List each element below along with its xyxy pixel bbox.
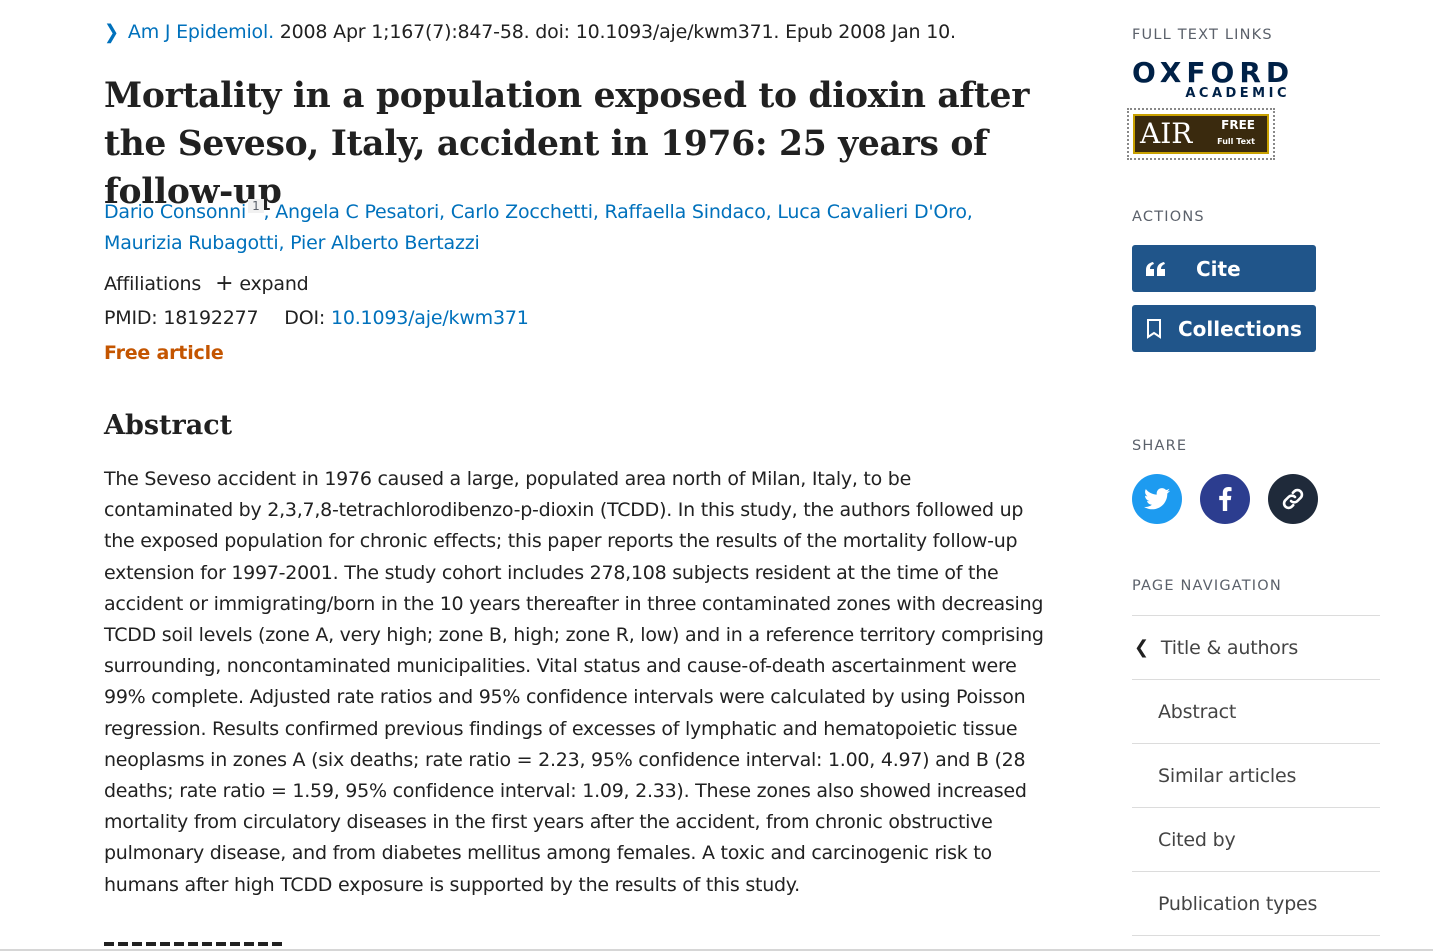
- actions-label: ACTIONS: [1132, 209, 1205, 225]
- author-link[interactable]: Dario Consonni: [104, 201, 247, 223]
- page-navigation-label: PAGE NAVIGATION: [1132, 578, 1282, 594]
- author-link[interactable]: Carlo Zocchetti: [450, 201, 593, 223]
- cite-button[interactable]: Cite: [1132, 245, 1316, 292]
- nav-item-publication-types[interactable]: Publication types: [1132, 871, 1380, 935]
- expand-button[interactable]: expand: [239, 273, 309, 295]
- nav-item-label: Similar articles: [1158, 764, 1297, 787]
- affiliations-row: Affiliations + expand: [104, 271, 309, 296]
- air-free-label: FREE: [1221, 118, 1255, 132]
- abstract-heading: Abstract: [104, 410, 233, 441]
- identifiers-row: PMID: 18192277 DOI: 10.1093/aje/kwm371: [104, 307, 529, 329]
- nav-item-label: Title & authors: [1160, 636, 1299, 659]
- academic-logo-text: ACADEMIC: [1185, 86, 1290, 101]
- author-link[interactable]: Maurizia Rubagotti: [104, 232, 279, 254]
- page-navigation: ❮ Title & authors Abstract Similar artic…: [1132, 615, 1380, 936]
- nav-item-label: Abstract: [1158, 700, 1237, 723]
- facebook-icon[interactable]: [1200, 474, 1250, 524]
- air-free-full-text-link[interactable]: AIR FREE Full Text: [1127, 108, 1275, 160]
- nav-item-label: Publication types: [1158, 892, 1318, 915]
- pmid-value: 18192277: [163, 307, 259, 329]
- affiliations-label: Affiliations: [104, 273, 202, 295]
- nav-item-title-authors[interactable]: ❮ Title & authors: [1132, 615, 1380, 679]
- link-icon[interactable]: [1268, 474, 1318, 524]
- authors-list: Dario Consonni 1, Angela C Pesatori, Carl…: [104, 199, 973, 254]
- citation-line: ❯ Am J Epidemiol. 2008 Apr 1;167(7):847-5…: [104, 20, 956, 45]
- chevron-left-icon: ❮: [1134, 637, 1149, 658]
- air-logo: AIR: [1140, 117, 1193, 150]
- share-buttons: [1132, 474, 1318, 524]
- oxford-logo-text: OXFORD: [1132, 56, 1295, 89]
- chevron-right-icon[interactable]: ❯: [104, 20, 119, 45]
- next-section-heading-cropped: [104, 938, 284, 952]
- abstract-text: The Seveso accident in 1976 caused a lar…: [104, 468, 1044, 896]
- journal-link[interactable]: Am J Epidemiol.: [127, 21, 274, 43]
- page-bottom-divider: [0, 949, 1433, 951]
- collections-button[interactable]: Collections: [1132, 305, 1316, 352]
- bookmark-icon: [1146, 318, 1172, 339]
- nav-item-abstract[interactable]: Abstract: [1132, 679, 1380, 743]
- author-link[interactable]: Raffaella Sindaco: [604, 201, 766, 223]
- author-link[interactable]: Luca Cavalieri D'Oro: [777, 201, 967, 223]
- oxford-academic-link[interactable]: OXFORD ACADEMIC: [1132, 56, 1295, 102]
- air-full-text-label: Full Text: [1217, 137, 1255, 146]
- author-link[interactable]: Pier Alberto Bertazzi: [290, 232, 480, 254]
- pmid-label: PMID:: [104, 307, 158, 329]
- plus-icon[interactable]: +: [215, 271, 234, 296]
- nav-item-label: Cited by: [1158, 828, 1236, 851]
- free-article-label: Free article: [104, 342, 224, 364]
- doi-link[interactable]: 10.1093/aje/kwm371: [330, 307, 529, 329]
- citation-details: 2008 Apr 1;167(7):847-58. doi: 10.1093/a…: [279, 21, 956, 43]
- affiliation-marker[interactable]: 1: [248, 199, 264, 213]
- quote-icon: [1146, 261, 1172, 276]
- twitter-icon[interactable]: [1132, 474, 1182, 524]
- nav-divider: [1132, 935, 1380, 936]
- author-link[interactable]: Angela C Pesatori: [275, 201, 440, 223]
- share-label: SHARE: [1132, 438, 1188, 454]
- nav-item-cited-by[interactable]: Cited by: [1132, 807, 1380, 871]
- doi-label: DOI:: [284, 307, 326, 329]
- collections-label: Collections: [1178, 316, 1302, 341]
- full-text-links-label: FULL TEXT LINKS: [1132, 27, 1273, 43]
- cite-label: Cite: [1196, 256, 1241, 281]
- nav-item-similar-articles[interactable]: Similar articles: [1132, 743, 1380, 807]
